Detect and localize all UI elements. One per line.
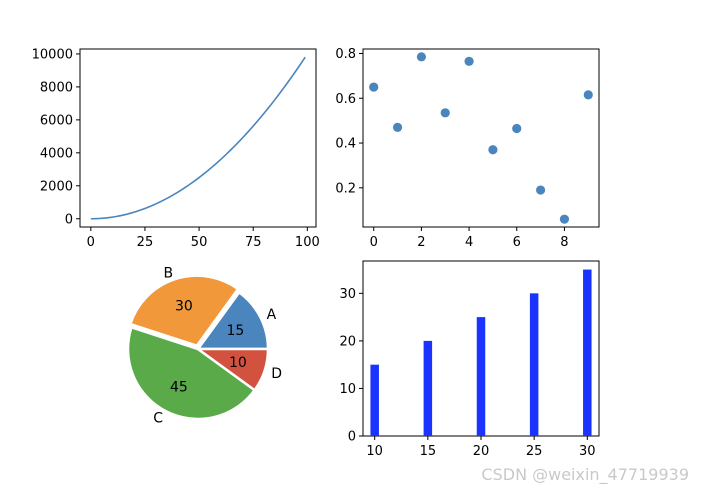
scatter-xtick-label: 2 — [417, 235, 425, 250]
pie-category-label: B — [164, 265, 174, 281]
bar-x-ticks: 10 15 20 25 30 — [366, 436, 596, 459]
scatter-points — [369, 52, 593, 224]
line-xtick-label: 0 — [87, 235, 95, 250]
scatter-xtick-label: 4 — [465, 235, 473, 250]
line-xtick-label: 75 — [245, 235, 262, 250]
watermark-text: CSDN @weixin_47719939 — [481, 465, 689, 484]
bar — [529, 293, 539, 436]
bar — [370, 364, 379, 436]
scatter-axes-frame — [362, 48, 600, 228]
pie-value-label: 15 — [227, 323, 245, 339]
pie-subplot: 15 A 30 B 45 C 10 D — [126, 265, 282, 427]
bar-xtick-label: 30 — [579, 444, 596, 459]
bar-ytick-label: 0 — [348, 430, 356, 445]
scatter-xtick-label: 0 — [370, 235, 378, 250]
line-xtick-label: 100 — [295, 235, 320, 250]
pie-value-label: 45 — [170, 379, 188, 395]
bar-xtick-label: 20 — [473, 444, 490, 459]
line-ytick-label: 0 — [65, 212, 73, 227]
scatter-point — [416, 52, 427, 62]
scatter-point — [559, 214, 570, 224]
pie-category-label: A — [267, 307, 277, 323]
bar-y-ticks: 0 10 20 30 — [339, 287, 363, 445]
line-ytick-label: 8000 — [40, 80, 73, 95]
scatter-point — [535, 185, 546, 195]
scatter-point — [392, 122, 403, 132]
scatter-ytick-label: 0.6 — [335, 92, 356, 107]
pie-slice-C — [126, 326, 256, 421]
bar-ytick-label: 30 — [339, 287, 356, 302]
pie-category-label: D — [271, 366, 282, 382]
bar — [476, 317, 486, 436]
scatter-point — [464, 56, 474, 66]
pie-slice-D — [196, 347, 270, 392]
bar-xtick-label: 15 — [420, 444, 437, 459]
line-series — [90, 56, 306, 220]
pie-slice-B — [129, 274, 240, 347]
line-xtick-label: 25 — [137, 235, 154, 250]
scatter-ytick-label: 0.4 — [335, 137, 356, 152]
scatter-ytick-label: 0.2 — [335, 181, 356, 196]
line-ytick-label: 6000 — [40, 113, 73, 128]
pie-value-label: 10 — [229, 355, 247, 371]
bar-series — [370, 269, 592, 436]
scatter-subplot: 0 2 4 6 8 0.2 0.4 0.6 0.8 — [335, 47, 600, 250]
scatter-y-ticks: 0.2 0.4 0.6 0.8 — [335, 47, 363, 196]
scatter-point — [488, 145, 498, 155]
scatter-point — [512, 123, 522, 134]
scatter-point — [583, 90, 593, 100]
line-ytick-label: 2000 — [40, 179, 73, 194]
line-axes-frame — [79, 48, 317, 228]
pie-value-label: 30 — [175, 299, 193, 315]
bar-xtick-label: 25 — [526, 444, 543, 459]
pie-slice-A — [196, 291, 270, 351]
bar-ytick-label: 20 — [339, 334, 356, 349]
line-ytick-label: 10000 — [32, 47, 73, 62]
scatter-point — [369, 82, 379, 92]
bar-subplot: 10 15 20 25 30 0 10 20 30 — [339, 260, 600, 459]
line-x-ticks: 0 25 50 75 100 — [87, 227, 320, 250]
scatter-point — [440, 108, 450, 118]
line-xtick-label: 50 — [191, 235, 208, 250]
line-ytick-label: 4000 — [40, 146, 73, 161]
pie-category-label: C — [153, 411, 163, 427]
scatter-xtick-label: 8 — [560, 235, 568, 250]
line-subplot: 0 25 50 75 100 0 2000 4000 6000 8000 10000 — [32, 47, 320, 250]
scatter-x-ticks: 0 2 4 6 8 — [370, 227, 569, 250]
line-y-ticks: 0 2000 4000 6000 8000 10000 — [32, 47, 80, 227]
bar-ytick-label: 10 — [339, 382, 356, 397]
bar — [423, 340, 433, 436]
scatter-ytick-label: 0.8 — [335, 47, 356, 62]
bar — [583, 269, 592, 436]
bar-xtick-label: 10 — [366, 444, 383, 459]
scatter-xtick-label: 6 — [513, 235, 521, 250]
